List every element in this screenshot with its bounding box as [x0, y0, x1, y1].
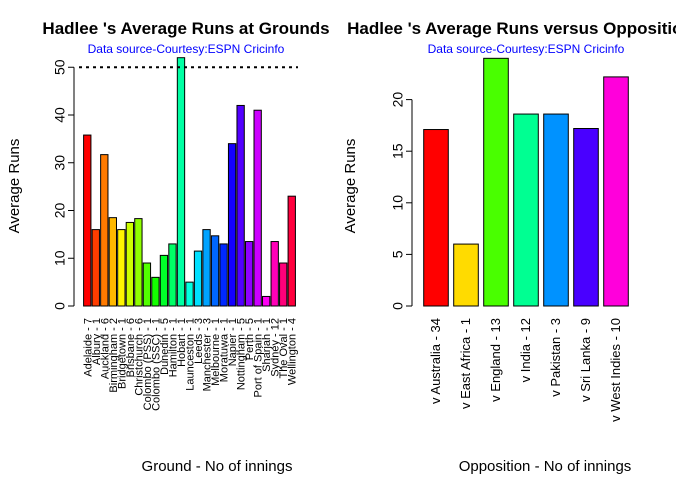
ground-x-tick-label: Albury - 1 [91, 318, 103, 365]
ground-x-tick-label: Christchurch - 6 [133, 318, 145, 396]
ground-x-tick-label: Leeds - 3 [193, 318, 205, 364]
ground-x-tick-label: Sydney - 12 [270, 318, 282, 377]
ground-x-tick-label: Dunedin - 5 [159, 318, 171, 375]
opposition-bar-v-australia-34 [423, 129, 449, 307]
ground-x-tick-label: Launceston - 1 [185, 318, 197, 391]
opposition-bar-v-west-indies-10 [603, 76, 629, 307]
ground-bar-dunedin-5 [159, 254, 169, 307]
ground-bar-moratuwa-1 [219, 243, 228, 307]
ground-x-tick-label: Perth - 5 [244, 318, 256, 360]
ground-x-tick-label: Wellington - 4 [287, 318, 299, 385]
ground-bar-sydney-12 [270, 241, 279, 307]
ground-x-tick-label: Hobart - 1 [176, 318, 188, 367]
opposition-x-tick-label: v England - 13 [488, 318, 503, 402]
ground-y-axis-label: Average Runs [6, 139, 23, 234]
ground-y-tick-label: 50 [52, 59, 68, 75]
opposition-y-axis-label: Average Runs [342, 139, 359, 234]
ground-chart-title: Hadlee 's Average Runs at Grounds [42, 19, 329, 38]
ground-bar-manchester-3 [202, 229, 211, 307]
opposition-y-tick-label: 10 [390, 195, 406, 211]
opposition-bar-v-pakistan-3 [543, 113, 569, 307]
ground-bar-birmingham-2 [108, 217, 117, 307]
opposition-x-tick-label: v East Africa - 1 [458, 318, 473, 409]
ground-y-axis: 0 10 20 30 40 50 [52, 59, 75, 310]
opposition-x-axis-label: Opposition - No of innings [459, 458, 632, 475]
ground-bar-auckland-6 [100, 154, 109, 307]
ground-chart-subtitle: Data source-Courtesy:ESPN Cricinfo [88, 42, 285, 56]
ground-bar-hamilton-1 [168, 243, 177, 307]
opposition-bar-v-england-13 [483, 57, 509, 307]
opposition-x-tick-labels: v Australia - 34 v East Africa - 1 v Engla… [428, 318, 623, 422]
opposition-bar-v-sri-lanka-9 [573, 128, 599, 307]
ground-bar-adelaide-7 [83, 134, 92, 307]
ground-x-tick-label: Adelaide - 7 [82, 318, 94, 377]
ground-x-tick-label: Napier - 1 [227, 318, 239, 366]
ground-y-tick-label: 10 [52, 250, 68, 266]
ground-x-tick-label: Melbourne - 1 [210, 318, 222, 386]
ground-x-tick-label: Colombo (PSS) - 1 [142, 318, 154, 410]
ground-bar-napier-1 [227, 143, 237, 307]
ground-x-tick-label: Colombo (SSC) - 1 [150, 318, 162, 411]
ground-bar-sharjah-1 [262, 295, 271, 307]
opposition-x-tick-label: v India - 12 [518, 318, 533, 382]
ground-x-tick-label: Bridgetown - 1 [116, 318, 128, 389]
ground-x-tick-label: Nottingham - 5 [236, 318, 248, 390]
opposition-x-tick-label: v Australia - 34 [428, 318, 443, 404]
opposition-chart-subtitle: Data source-Courtesy:ESPN Cricinfo [428, 42, 625, 56]
ground-bar-melbourne-1 [210, 235, 220, 307]
ground-x-tick-label: Birmingham - 2 [108, 318, 120, 393]
ground-bar-wellington-4 [287, 195, 296, 307]
ground-x-axis-label: Ground - No of innings [142, 458, 293, 475]
ground-bar-hobart-1 [176, 57, 186, 307]
ground-y-tick-label: 30 [52, 155, 68, 171]
ground-y-tick-label: 40 [52, 107, 68, 123]
opposition-x-tick-label: v Sri Lanka - 9 [578, 318, 593, 402]
ground-bar-perth-5 [244, 241, 254, 307]
ground-bar-albury-1 [91, 229, 100, 307]
opposition-y-tick-label: 20 [390, 92, 406, 108]
opposition-chart-title: Hadlee 's Average Runs versus Opposition [347, 19, 676, 38]
ground-bars [83, 57, 296, 307]
ground-y-tick-label: 0 [52, 302, 68, 310]
ground-bar-brisbane-6 [125, 221, 135, 307]
ground-bar-colombo-pss-1 [142, 262, 152, 307]
ground-bar-port-of-spain-1 [253, 109, 262, 307]
opposition-bar-v-india-12 [513, 113, 539, 307]
ground-bar-christchurch-6 [134, 218, 143, 307]
ground-x-tick-label: Sharjah - 1 [261, 318, 273, 372]
opposition-bars [423, 57, 629, 307]
ground-bar-colombo-ssc-1 [151, 276, 160, 307]
opposition-y-axis: 0 5 10 15 20 [390, 92, 413, 310]
ground-bar-the-oval-1 [279, 262, 288, 307]
ground-bar-launceston-1 [185, 281, 194, 307]
ground-bar-leeds-3 [193, 250, 203, 307]
opposition-x-tick-label: v Pakistan - 3 [548, 318, 563, 397]
ground-x-tick-label: Hamilton - 1 [167, 318, 179, 377]
opposition-y-tick-label: 0 [390, 302, 406, 310]
ground-x-tick-label: The Oval - 1 [278, 318, 290, 379]
ground-bar-nottingham-5 [236, 104, 245, 307]
ground-x-tick-label: Manchester - 3 [202, 318, 214, 391]
ground-x-tick-label: Port of Spain - 1 [253, 318, 265, 398]
opposition-bar-v-east-africa-1 [453, 243, 479, 307]
opposition-x-tick-label: v West Indies - 10 [608, 318, 623, 422]
ground-bar-bridgetown-1 [117, 229, 126, 307]
ground-x-tick-label: Brisbane - 6 [125, 318, 137, 377]
opposition-chart: 0 5 10 15 20 v Australia - 34 v East Africa -… [390, 57, 629, 422]
ground-x-tick-label: Auckland - 6 [99, 318, 111, 379]
ground-x-tick-label: Moratuwa - 1 [219, 318, 231, 382]
ground-y-tick-label: 20 [52, 203, 68, 219]
opposition-y-tick-label: 5 [390, 250, 406, 258]
opposition-y-tick-label: 15 [390, 143, 406, 159]
